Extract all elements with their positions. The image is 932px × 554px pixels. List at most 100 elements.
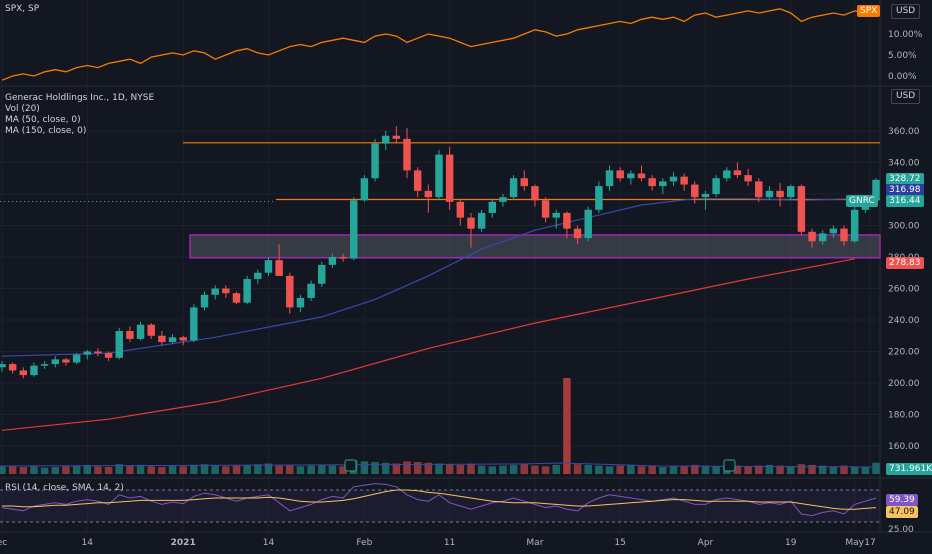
candle-body [648, 178, 656, 187]
volume-bar [861, 467, 870, 474]
candle-body [94, 351, 102, 354]
spx-legend: SPX, SP [5, 4, 39, 15]
x-tick-label: 15 [614, 538, 625, 548]
y-tick-label: 260.00 [888, 285, 920, 295]
candle-body [669, 176, 678, 182]
candle-body [872, 179, 880, 201]
volume-bar [467, 463, 475, 474]
candle-body [424, 190, 433, 198]
candle-body [190, 307, 198, 341]
volume-bar [872, 462, 880, 474]
volume-bar [94, 466, 102, 474]
candle-body [264, 260, 273, 273]
x-tick-label: Apr [698, 538, 714, 548]
y-tick-label: 240.00 [888, 316, 920, 326]
support-zone [189, 234, 881, 259]
candle-body [787, 186, 795, 198]
volume-bar [190, 464, 198, 474]
y-tick-label: 180.00 [888, 411, 920, 421]
indicator-ma150[interactable]: MA (150, close, 0) [5, 126, 87, 136]
candle-body [275, 260, 283, 276]
volume-bar [232, 465, 241, 474]
candle-body [456, 201, 465, 218]
candle-body [350, 200, 358, 259]
volume-bar [776, 465, 784, 474]
volume-bar [371, 462, 379, 474]
volume-bar [307, 465, 315, 474]
candle-body [520, 178, 528, 187]
volume-bar [435, 463, 443, 474]
indicator-ma50[interactable]: MA (50, close, 0) [5, 115, 81, 125]
candle-body [445, 154, 454, 202]
volume-bar [691, 464, 699, 474]
price-tag-last: 328.72 [886, 173, 924, 185]
candle-body [19, 370, 28, 376]
volume-bar [200, 464, 209, 474]
candle-body [723, 170, 731, 179]
volume-bar [328, 465, 337, 474]
volume-bar [477, 465, 486, 474]
price-tag-ma150: 278.83 [886, 257, 924, 269]
candle-body [339, 257, 347, 259]
volume-bar [360, 461, 369, 474]
volume-bar [733, 465, 742, 474]
candle-body [797, 186, 806, 232]
volume-bar [541, 466, 550, 474]
spx-tick-label: 10.00% [888, 30, 923, 40]
volume-ma-line [0, 462, 877, 468]
candle-body [222, 288, 230, 294]
candle-body [318, 264, 326, 284]
candle-body [691, 184, 699, 198]
main-currency-button[interactable]: USD [891, 89, 921, 104]
spx-currency-button[interactable]: USD [891, 4, 921, 19]
candle-body [328, 257, 337, 265]
price-tag-volume: 731.961K [886, 463, 932, 475]
ma50-line [1, 198, 855, 357]
rsi-label[interactable]: RSI (14, close, SMA, 14, 2) [5, 483, 124, 493]
candle-body [850, 209, 859, 242]
volume-bar [755, 465, 763, 474]
volume-bar [222, 466, 230, 474]
spx-symbol-label: SPX, SP [5, 4, 40, 14]
volume-bar [413, 462, 422, 474]
indicator-volume[interactable]: Vol (20) [5, 104, 40, 114]
volume-bar [808, 464, 816, 474]
volume-bar [318, 464, 326, 474]
price-axes: 360.00340.00320.00300.00280.00260.00240.… [888, 30, 923, 535]
candle-body [232, 293, 241, 303]
volume-bar [179, 466, 187, 474]
ma150-line [1, 258, 855, 431]
candle-body [371, 143, 379, 179]
y-tick-label: 340.00 [888, 159, 920, 169]
candle-body [243, 279, 251, 303]
rsi-band [0, 490, 880, 522]
y-tick-label: 220.00 [888, 348, 920, 358]
candle-body [51, 359, 60, 365]
candle-body [403, 138, 411, 171]
symbol-title[interactable]: Generac Holdlings Inc., 1D, NYSE [5, 93, 155, 103]
volume-bar [83, 464, 91, 474]
candle-body [605, 170, 614, 187]
candle-body [627, 173, 635, 179]
price-tag-rsi-ma: 47.09 [886, 506, 918, 518]
volume-bar [286, 464, 294, 474]
volume-bar [30, 466, 38, 474]
candle-body [488, 201, 497, 213]
grid-lines [0, 0, 932, 533]
volume-bar [19, 467, 28, 474]
candle-body [211, 288, 219, 295]
volume-bar [648, 465, 656, 474]
candle-body [563, 212, 571, 229]
candle-body [254, 272, 262, 280]
volume-bar [445, 464, 454, 474]
volume-bar [509, 464, 518, 474]
volume-bar [424, 462, 433, 474]
volume-bar [211, 465, 219, 474]
candle-body [531, 186, 539, 201]
spx-badge[interactable]: SPX [857, 5, 881, 17]
volume-bar [147, 466, 155, 474]
x-tick-label: ec [0, 538, 7, 548]
x-tick-label: 14 [82, 538, 94, 548]
x-tick-label: Feb [356, 538, 372, 548]
